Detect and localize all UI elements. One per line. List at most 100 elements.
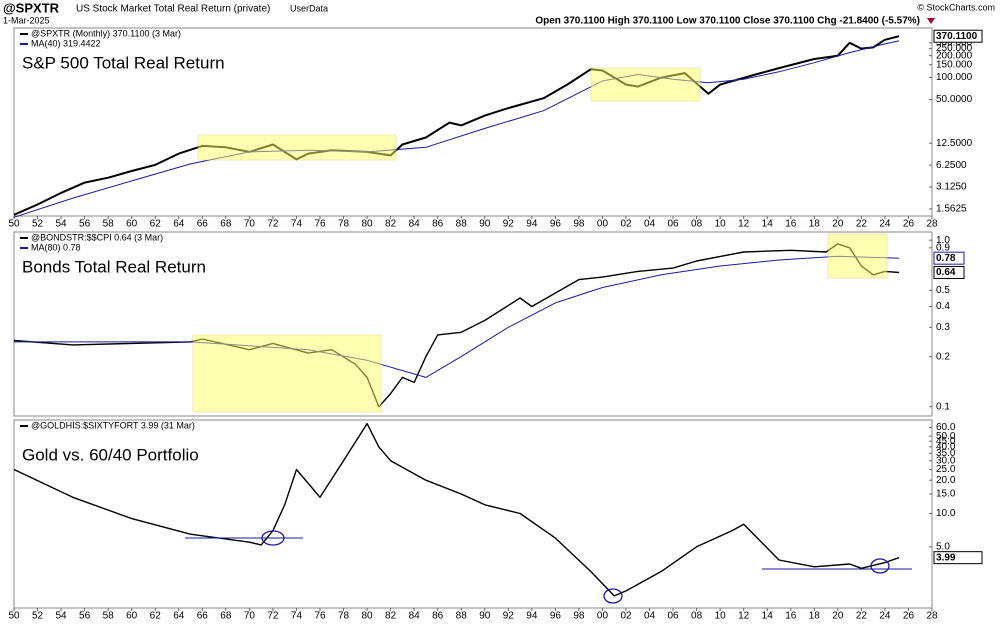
y-tick-label: 0.2 <box>936 351 950 362</box>
x-tick-label: 68 <box>220 611 232 622</box>
x-tick-label: 28 <box>926 219 938 230</box>
x-tick-label: 08 <box>691 611 703 622</box>
circle-annotation <box>603 588 623 604</box>
x-tick-label: 08 <box>691 219 703 230</box>
y-tick-label: 15.0 <box>936 489 956 500</box>
x-tick-label: 56 <box>79 611 91 622</box>
x-tick-label: 90 <box>479 611 491 622</box>
highlight <box>192 334 382 413</box>
y-tick-label: 40.0 <box>936 442 956 453</box>
x-tick-label: 66 <box>197 611 209 622</box>
x-tick-label: 98 <box>573 219 585 230</box>
value-tag <box>933 265 965 279</box>
x-tick-label: 50 <box>8 611 20 622</box>
x-tick-label: 18 <box>809 611 821 622</box>
x-tick-label: 52 <box>32 219 44 230</box>
x-tick-label: 86 <box>432 611 444 622</box>
x-tick-label: 12 <box>738 611 750 622</box>
x-tick-label: 00 <box>597 611 609 622</box>
x-tick-label: 84 <box>409 219 421 230</box>
legend-label: @GOLDHIS:$SIXTYFORT 3.99 (31 Mar) <box>31 420 195 430</box>
x-tick-label: 06 <box>668 611 680 622</box>
value-tag <box>933 251 965 265</box>
x-tick-label: 98 <box>573 611 585 622</box>
x-tick-label: 20 <box>832 611 844 622</box>
series-line <box>13 40 900 218</box>
x-tick-label: 24 <box>879 611 891 622</box>
y-tick-label: 1.0 <box>936 235 950 246</box>
y-tick-label: 0.9 <box>936 242 950 253</box>
x-tick-label: 92 <box>503 611 515 622</box>
x-tick-label: 58 <box>103 219 115 230</box>
x-tick-label: 88 <box>456 219 468 230</box>
y-tick-label: 6.2500 <box>936 160 967 171</box>
highlight <box>197 134 397 161</box>
x-tick-label: 52 <box>32 611 44 622</box>
y-tick-label: 300.000 <box>936 37 973 48</box>
ohlc: Open 370.1100 High 370.1100 Low 370.1100… <box>535 16 920 27</box>
x-tick-label: 76 <box>314 219 326 230</box>
x-tick-label: 18 <box>809 219 821 230</box>
y-tick-label: 3.1250 <box>936 182 967 193</box>
panel-frame <box>13 231 933 417</box>
x-tick-label: 58 <box>103 611 115 622</box>
date: 1-Mar-2025 <box>3 15 50 25</box>
x-tick-label: 50 <box>8 219 20 230</box>
value-tag-label: 370.1100 <box>936 31 978 42</box>
x-tick-label: 80 <box>362 219 374 230</box>
series-line <box>13 422 900 597</box>
x-tick-label: 02 <box>620 611 632 622</box>
x-tick-label: 68 <box>220 219 232 230</box>
x-tick-label: 54 <box>56 219 68 230</box>
down-arrow <box>927 18 935 24</box>
panel-title: S&P 500 Total Real Return <box>22 53 225 72</box>
panel-title: Gold vs. 60/40 Portfolio <box>22 445 199 464</box>
y-tick-label: 25.0 <box>936 464 956 475</box>
highlights <box>185 67 912 604</box>
circle-annotation <box>870 558 890 574</box>
value-tag <box>933 29 983 43</box>
x-tick-label: 54 <box>56 611 68 622</box>
x-tick-label: 72 <box>267 611 279 622</box>
x-tick-label: 02 <box>620 219 632 230</box>
x-tick-label: 12 <box>738 219 750 230</box>
x-tick-label: 84 <box>409 611 421 622</box>
y-tick-label: 5.0 <box>936 541 950 552</box>
legend-label: MA(80) 0.78 <box>31 242 81 252</box>
x-tick-label: 74 <box>291 611 303 622</box>
y-tick-label: 20.0 <box>936 475 956 486</box>
highlight <box>827 233 888 279</box>
y-tick-label: 0.3 <box>936 322 950 333</box>
y-tick-label: 45.0 <box>936 436 956 447</box>
panel-title: Bonds Total Real Return <box>22 257 206 276</box>
x-tick-label: 66 <box>197 219 209 230</box>
x-tick-label: 92 <box>503 219 515 230</box>
x-tick-label: 96 <box>550 219 562 230</box>
y-tick-label: 0.5 <box>936 285 950 296</box>
y-tick-label: 35.0 <box>936 448 956 459</box>
x-tick-label: 22 <box>856 611 868 622</box>
x-tick-label: 64 <box>173 219 185 230</box>
x-tick-label: 14 <box>762 219 774 230</box>
x-tick-label: 96 <box>550 611 562 622</box>
symbol: @SPXTR <box>3 0 60 15</box>
x-tick-label: 26 <box>903 611 915 622</box>
x-tick-label: 16 <box>785 219 797 230</box>
x-tick-label: 00 <box>597 219 609 230</box>
legend-label: MA(40) 319.4422 <box>31 38 101 48</box>
y-tick-label: 0.1 <box>936 401 950 412</box>
data-source: UserData <box>290 3 328 13</box>
x-tick-label: 72 <box>267 219 279 230</box>
x-tick-label: 64 <box>173 611 185 622</box>
y-tick-label: 60.0 <box>936 422 956 433</box>
value-tag-label: 0.64 <box>936 267 956 278</box>
y-tick-label: 50.0000 <box>936 94 973 105</box>
credit: © StockCharts.com <box>917 2 995 12</box>
y-tick-label: 0.4 <box>936 301 950 312</box>
series-line <box>13 35 900 216</box>
x-tick-label: 26 <box>903 219 915 230</box>
x-tick-label: 86 <box>432 219 444 230</box>
value-tag <box>933 551 983 565</box>
x-tick-label: 78 <box>338 611 350 622</box>
